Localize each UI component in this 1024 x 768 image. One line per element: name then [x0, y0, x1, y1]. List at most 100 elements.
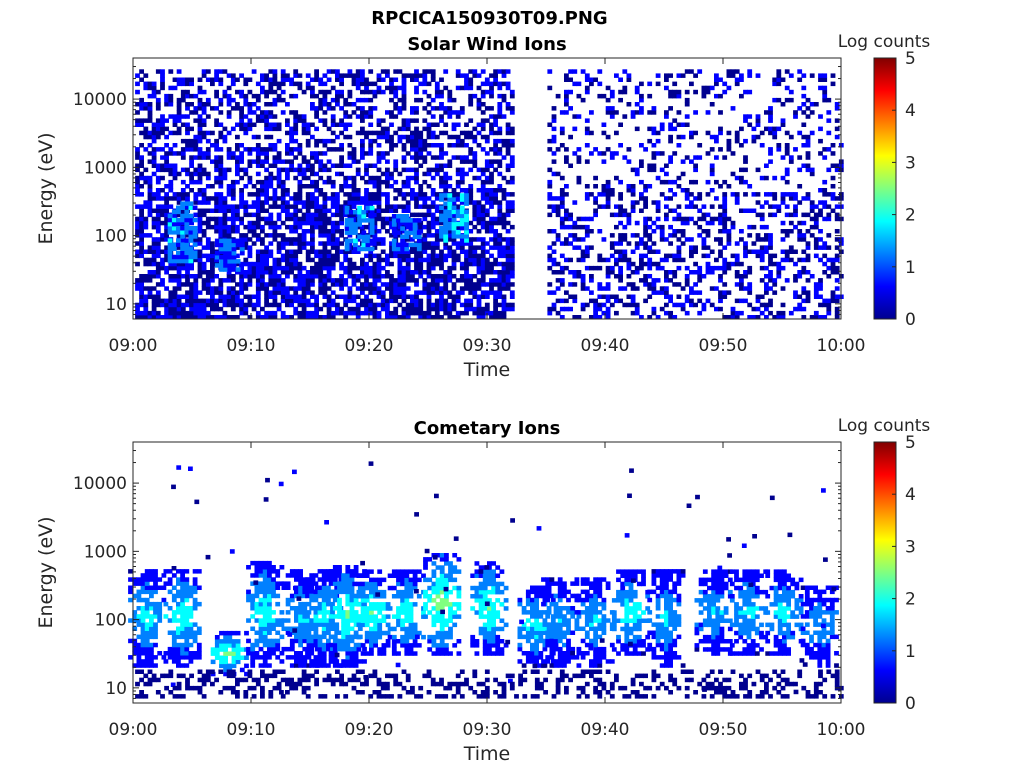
heatmap-cell: [589, 151, 594, 156]
heatmap-cell: [568, 306, 573, 312]
heatmap-cell: [489, 106, 494, 111]
heatmap-cell: [272, 204, 278, 209]
heatmap-cell: [368, 253, 374, 259]
heatmap-cell: [180, 246, 185, 251]
heatmap-cell: [230, 77, 236, 82]
heatmap-cell: [214, 175, 219, 181]
heatmap-cell: [634, 310, 640, 316]
heatmap-cell: [210, 81, 215, 87]
heatmap-cell: [293, 167, 299, 173]
heatmap-cell: [584, 286, 590, 291]
heatmap-cell: [247, 270, 253, 275]
heatmap-cell: [305, 257, 311, 263]
heatmap-cell: [172, 85, 178, 91]
heatmap-cell: [160, 130, 165, 136]
heatmap-cell: [355, 249, 361, 254]
heatmap-cell: [489, 204, 494, 209]
heatmap-cell: [372, 93, 378, 99]
heatmap-cell: [264, 245, 269, 250]
heatmap-cell: [401, 282, 407, 287]
heatmap-cell: [618, 208, 623, 213]
heatmap-cell: [564, 208, 569, 213]
heatmap-cell: [289, 147, 294, 152]
heatmap-cell: [480, 290, 486, 295]
heatmap-cell: [639, 208, 644, 213]
heatmap-cell: [205, 274, 211, 279]
heatmap-cell: [593, 77, 598, 82]
heatmap-cell: [132, 663, 138, 668]
heatmap-cell: [480, 89, 486, 95]
heatmap-cell: [643, 196, 648, 201]
heatmap-cell: [412, 218, 418, 223]
heatmap-cell: [464, 197, 469, 202]
heatmap-cell: [365, 205, 371, 211]
heatmap-cell: [680, 216, 686, 222]
heatmap-cell: [418, 270, 424, 275]
heatmap-cell: [289, 315, 294, 320]
heatmap-cell: [297, 274, 303, 279]
heatmap-cell: [464, 159, 469, 164]
heatmap-cell: [430, 73, 436, 78]
heatmap-cell: [355, 274, 361, 279]
heatmap-cell: [476, 286, 482, 291]
heatmap-cell: [564, 257, 569, 263]
heatmap-cell: [404, 214, 410, 219]
heatmap-cell: [280, 188, 286, 193]
heatmap-cell: [426, 151, 432, 156]
heatmap-cell: [297, 237, 303, 242]
heatmap-cell: [451, 234, 457, 239]
heatmap-cell: [464, 234, 469, 239]
heatmap-cell: [468, 200, 474, 205]
heatmap-cell: [264, 270, 269, 275]
heatmap-cell: [722, 282, 728, 287]
heatmap-cell: [447, 97, 453, 103]
heatmap-cell: [501, 143, 507, 148]
heatmap-cell: [401, 196, 407, 201]
heatmap-cell: [597, 306, 603, 312]
heatmap-cell: [489, 220, 494, 226]
heatmap-cell: [264, 257, 269, 263]
heatmap-cell: [389, 220, 394, 226]
heatmap-cell: [243, 270, 249, 275]
heatmap-cell: [227, 242, 233, 248]
heatmap-cell: [422, 179, 428, 185]
heatmap-cell: [459, 241, 465, 246]
heatmap-cell: [393, 130, 399, 136]
heatmap-cell: [797, 294, 803, 299]
heatmap-cell: [647, 237, 653, 242]
heatmap-cell: [201, 89, 207, 95]
heatmap-cell: [160, 257, 165, 263]
heatmap-cell: [164, 315, 169, 320]
heatmap-cell: [155, 241, 161, 246]
heatmap-cell: [376, 208, 382, 213]
heatmap-cell: [368, 81, 374, 87]
heatmap-cell: [718, 298, 723, 304]
heatmap-cell: [214, 77, 219, 82]
heatmap-cell: [555, 171, 561, 177]
heatmap-cell: [618, 257, 623, 263]
heatmap-cell: [822, 188, 828, 193]
heatmap-cell: [305, 73, 311, 78]
heatmap-cell: [184, 221, 190, 227]
heatmap-cell: [243, 77, 249, 82]
heatmap-cell: [139, 286, 144, 291]
heatmap-cell: [301, 298, 307, 304]
heatmap-cell: [268, 204, 274, 209]
heatmap-cell: [668, 253, 673, 259]
heatmap-cell: [268, 241, 274, 246]
heatmap-cell: [576, 147, 582, 152]
heatmap-cell: [447, 159, 453, 164]
heatmap-cell: [414, 306, 419, 312]
heatmap-cell: [689, 253, 694, 259]
heatmap-cell: [718, 216, 723, 222]
heatmap-cell: [559, 126, 565, 132]
heatmap-cell: [464, 282, 469, 287]
heatmap-cell: [484, 224, 490, 230]
heatmap-cell: [347, 196, 353, 201]
heatmap-cell: [155, 298, 161, 304]
heatmap-cell: [360, 73, 365, 78]
heatmap-cell: [151, 270, 157, 275]
heatmap-cell: [351, 102, 357, 107]
heatmap-cell: [139, 245, 144, 250]
heatmap-cell: [410, 237, 415, 242]
